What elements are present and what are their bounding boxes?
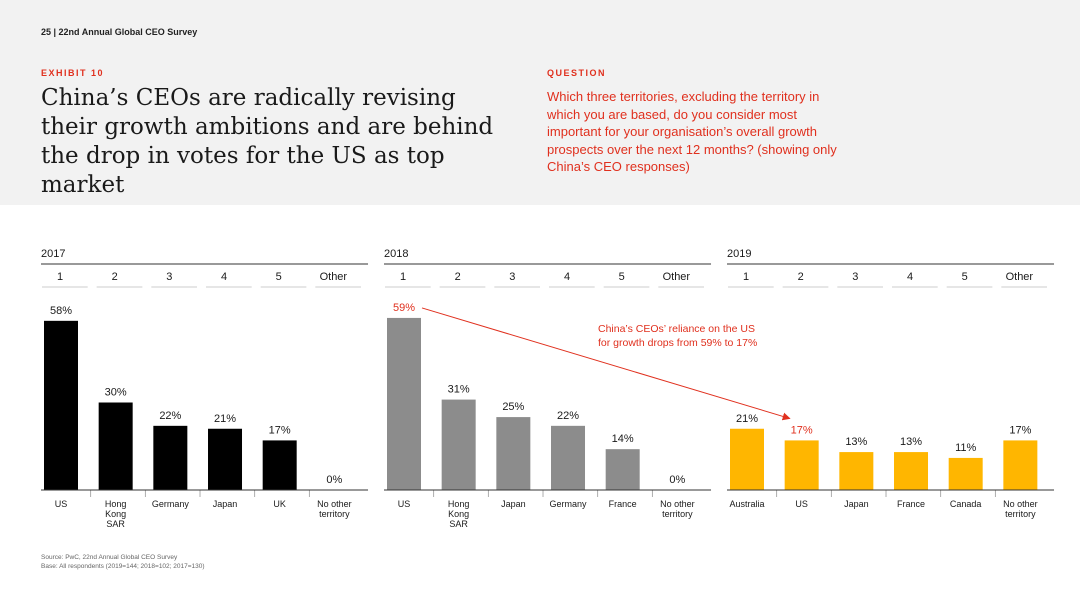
value-label: 59% <box>393 302 415 314</box>
value-label: 14% <box>612 433 634 445</box>
bar <box>948 457 983 490</box>
rank-label: 1 <box>743 271 749 283</box>
category-label: Australia <box>729 499 764 509</box>
rank-label: 4 <box>907 271 913 283</box>
bar <box>98 402 133 490</box>
value-label: 30% <box>105 387 127 399</box>
category-label: France <box>609 499 637 509</box>
value-label: 13% <box>845 436 867 448</box>
question-label: QUESTION <box>547 68 607 78</box>
category-label: Japan <box>501 499 526 509</box>
bar <box>387 317 421 490</box>
bar <box>262 440 297 490</box>
bar <box>730 428 764 490</box>
bar <box>496 417 531 490</box>
category-label: Germany <box>152 499 190 509</box>
bar <box>44 320 78 490</box>
rank-label: 4 <box>221 271 227 283</box>
bar <box>894 452 929 490</box>
rank-label: 3 <box>509 271 515 283</box>
value-label: 17% <box>1009 424 1031 436</box>
rank-label: Other <box>1006 271 1034 283</box>
category-label: Canada <box>950 499 982 509</box>
bar <box>551 425 586 490</box>
value-label: 0% <box>326 474 342 486</box>
rank-label: Other <box>663 271 691 283</box>
rank-label: 1 <box>57 271 63 283</box>
chart-title: 2019 <box>727 248 751 260</box>
value-label: 58% <box>50 305 72 317</box>
value-label: 11% <box>955 442 976 454</box>
rank-label: 3 <box>166 271 172 283</box>
category-label: UK <box>273 499 286 509</box>
category-label: No other territory <box>1003 499 1038 519</box>
value-label: 17% <box>269 424 291 436</box>
source-note: Source: PwC, 22nd Annual Global CEO Surv… <box>41 553 205 571</box>
rank-label: 2 <box>798 271 804 283</box>
exhibit-label: EXHIBIT 10 <box>41 68 105 78</box>
rank-label: 2 <box>455 271 461 283</box>
chart-title: 2017 <box>41 248 65 260</box>
bar <box>839 452 874 490</box>
category-label: France <box>897 499 925 509</box>
base-line: Base: All respondents (2019=144; 2018=10… <box>41 563 205 570</box>
page-reference: 25 | 22nd Annual Global CEO Survey <box>41 27 198 37</box>
rank-label: 3 <box>852 271 858 283</box>
category-label: No other territory <box>317 499 352 519</box>
value-label: 22% <box>159 410 181 422</box>
exhibit-title: China’s CEOs are radically revising thei… <box>41 85 494 198</box>
annotation-arrow <box>421 307 791 421</box>
category-label: Hong Kong SAR <box>105 499 127 529</box>
bar <box>1003 440 1038 490</box>
bar <box>441 399 476 490</box>
category-label: No other territory <box>660 499 695 519</box>
rank-label: 5 <box>619 271 625 283</box>
category-label: Japan <box>844 499 869 509</box>
question-text: Which three territories, excluding the t… <box>547 89 837 174</box>
value-label: 13% <box>900 436 922 448</box>
value-label: 21% <box>214 413 236 425</box>
category-label: Japan <box>213 499 238 509</box>
value-label: 21% <box>736 413 758 425</box>
category-label: Hong Kong SAR <box>448 499 470 529</box>
header-band <box>0 0 1080 205</box>
bar <box>153 425 188 490</box>
value-label: 0% <box>669 474 685 486</box>
bar <box>208 428 243 490</box>
rank-label: Other <box>320 271 348 283</box>
rank-label: 1 <box>400 271 406 283</box>
value-label: 25% <box>502 401 524 413</box>
chart-title: 2018 <box>384 248 408 260</box>
annotation-text: China’s CEOs’ reliance on the US for grow… <box>598 323 757 349</box>
value-label: 31% <box>448 384 470 396</box>
category-label: US <box>398 499 411 509</box>
source-line: Source: PwC, 22nd Annual Global CEO Surv… <box>41 554 178 561</box>
bar <box>784 440 819 490</box>
rank-label: 5 <box>276 271 282 283</box>
category-label: US <box>55 499 68 509</box>
rank-label: 4 <box>564 271 570 283</box>
category-label: US <box>795 499 808 509</box>
value-label: 17% <box>791 424 813 436</box>
rank-label: 5 <box>962 271 968 283</box>
value-label: 22% <box>557 410 579 422</box>
rank-label: 2 <box>112 271 118 283</box>
bar <box>605 449 640 490</box>
category-label: Germany <box>550 499 588 509</box>
